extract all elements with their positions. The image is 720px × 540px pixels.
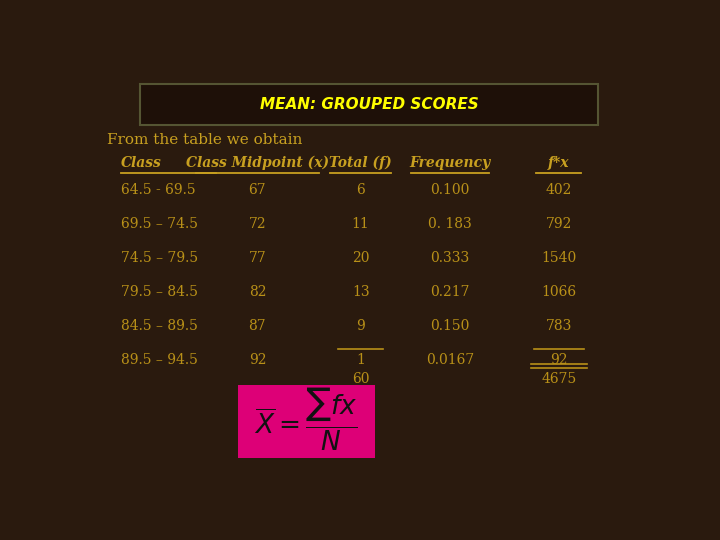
Text: f*x: f*x — [548, 156, 570, 170]
Text: 60: 60 — [352, 372, 369, 386]
Text: From the table we obtain: From the table we obtain — [107, 133, 302, 147]
Text: 92: 92 — [248, 353, 266, 367]
Text: 13: 13 — [352, 285, 369, 299]
Text: 1540: 1540 — [541, 251, 576, 265]
Text: 1066: 1066 — [541, 285, 576, 299]
Text: Class Midpoint (x): Class Midpoint (x) — [186, 156, 329, 170]
Text: 0.217: 0.217 — [430, 285, 469, 299]
Text: 0.333: 0.333 — [431, 251, 469, 265]
Text: 77: 77 — [248, 251, 266, 265]
Text: 0.0167: 0.0167 — [426, 353, 474, 367]
Text: $\overline{X} = \dfrac{\sum fx}{N}$: $\overline{X} = \dfrac{\sum fx}{N}$ — [254, 386, 358, 453]
Text: Total (f): Total (f) — [329, 156, 392, 170]
Text: 11: 11 — [352, 217, 369, 231]
Text: 64.5 - 69.5: 64.5 - 69.5 — [121, 183, 195, 197]
FancyBboxPatch shape — [140, 84, 598, 125]
Text: 6: 6 — [356, 183, 365, 197]
Text: 74.5 – 79.5: 74.5 – 79.5 — [121, 251, 198, 265]
Text: 9: 9 — [356, 319, 365, 333]
Text: 20: 20 — [352, 251, 369, 265]
Text: 79.5 – 84.5: 79.5 – 84.5 — [121, 285, 198, 299]
Text: 792: 792 — [546, 217, 572, 231]
Text: 69.5 – 74.5: 69.5 – 74.5 — [121, 217, 198, 231]
Text: 402: 402 — [546, 183, 572, 197]
Text: 783: 783 — [546, 319, 572, 333]
Text: 72: 72 — [248, 217, 266, 231]
Text: Frequency: Frequency — [409, 156, 490, 170]
Text: 92: 92 — [550, 353, 567, 367]
Text: MEAN: GROUPED SCORES: MEAN: GROUPED SCORES — [260, 97, 478, 112]
Text: 82: 82 — [248, 285, 266, 299]
Text: 4675: 4675 — [541, 372, 576, 386]
Text: 0.150: 0.150 — [431, 319, 469, 333]
Text: 67: 67 — [248, 183, 266, 197]
Text: 84.5 – 89.5: 84.5 – 89.5 — [121, 319, 197, 333]
Text: 0. 183: 0. 183 — [428, 217, 472, 231]
FancyBboxPatch shape — [238, 385, 374, 458]
Text: 0.100: 0.100 — [431, 183, 469, 197]
Text: Class: Class — [121, 156, 161, 170]
Text: 87: 87 — [248, 319, 266, 333]
Text: 1: 1 — [356, 353, 365, 367]
Text: 89.5 – 94.5: 89.5 – 94.5 — [121, 353, 197, 367]
